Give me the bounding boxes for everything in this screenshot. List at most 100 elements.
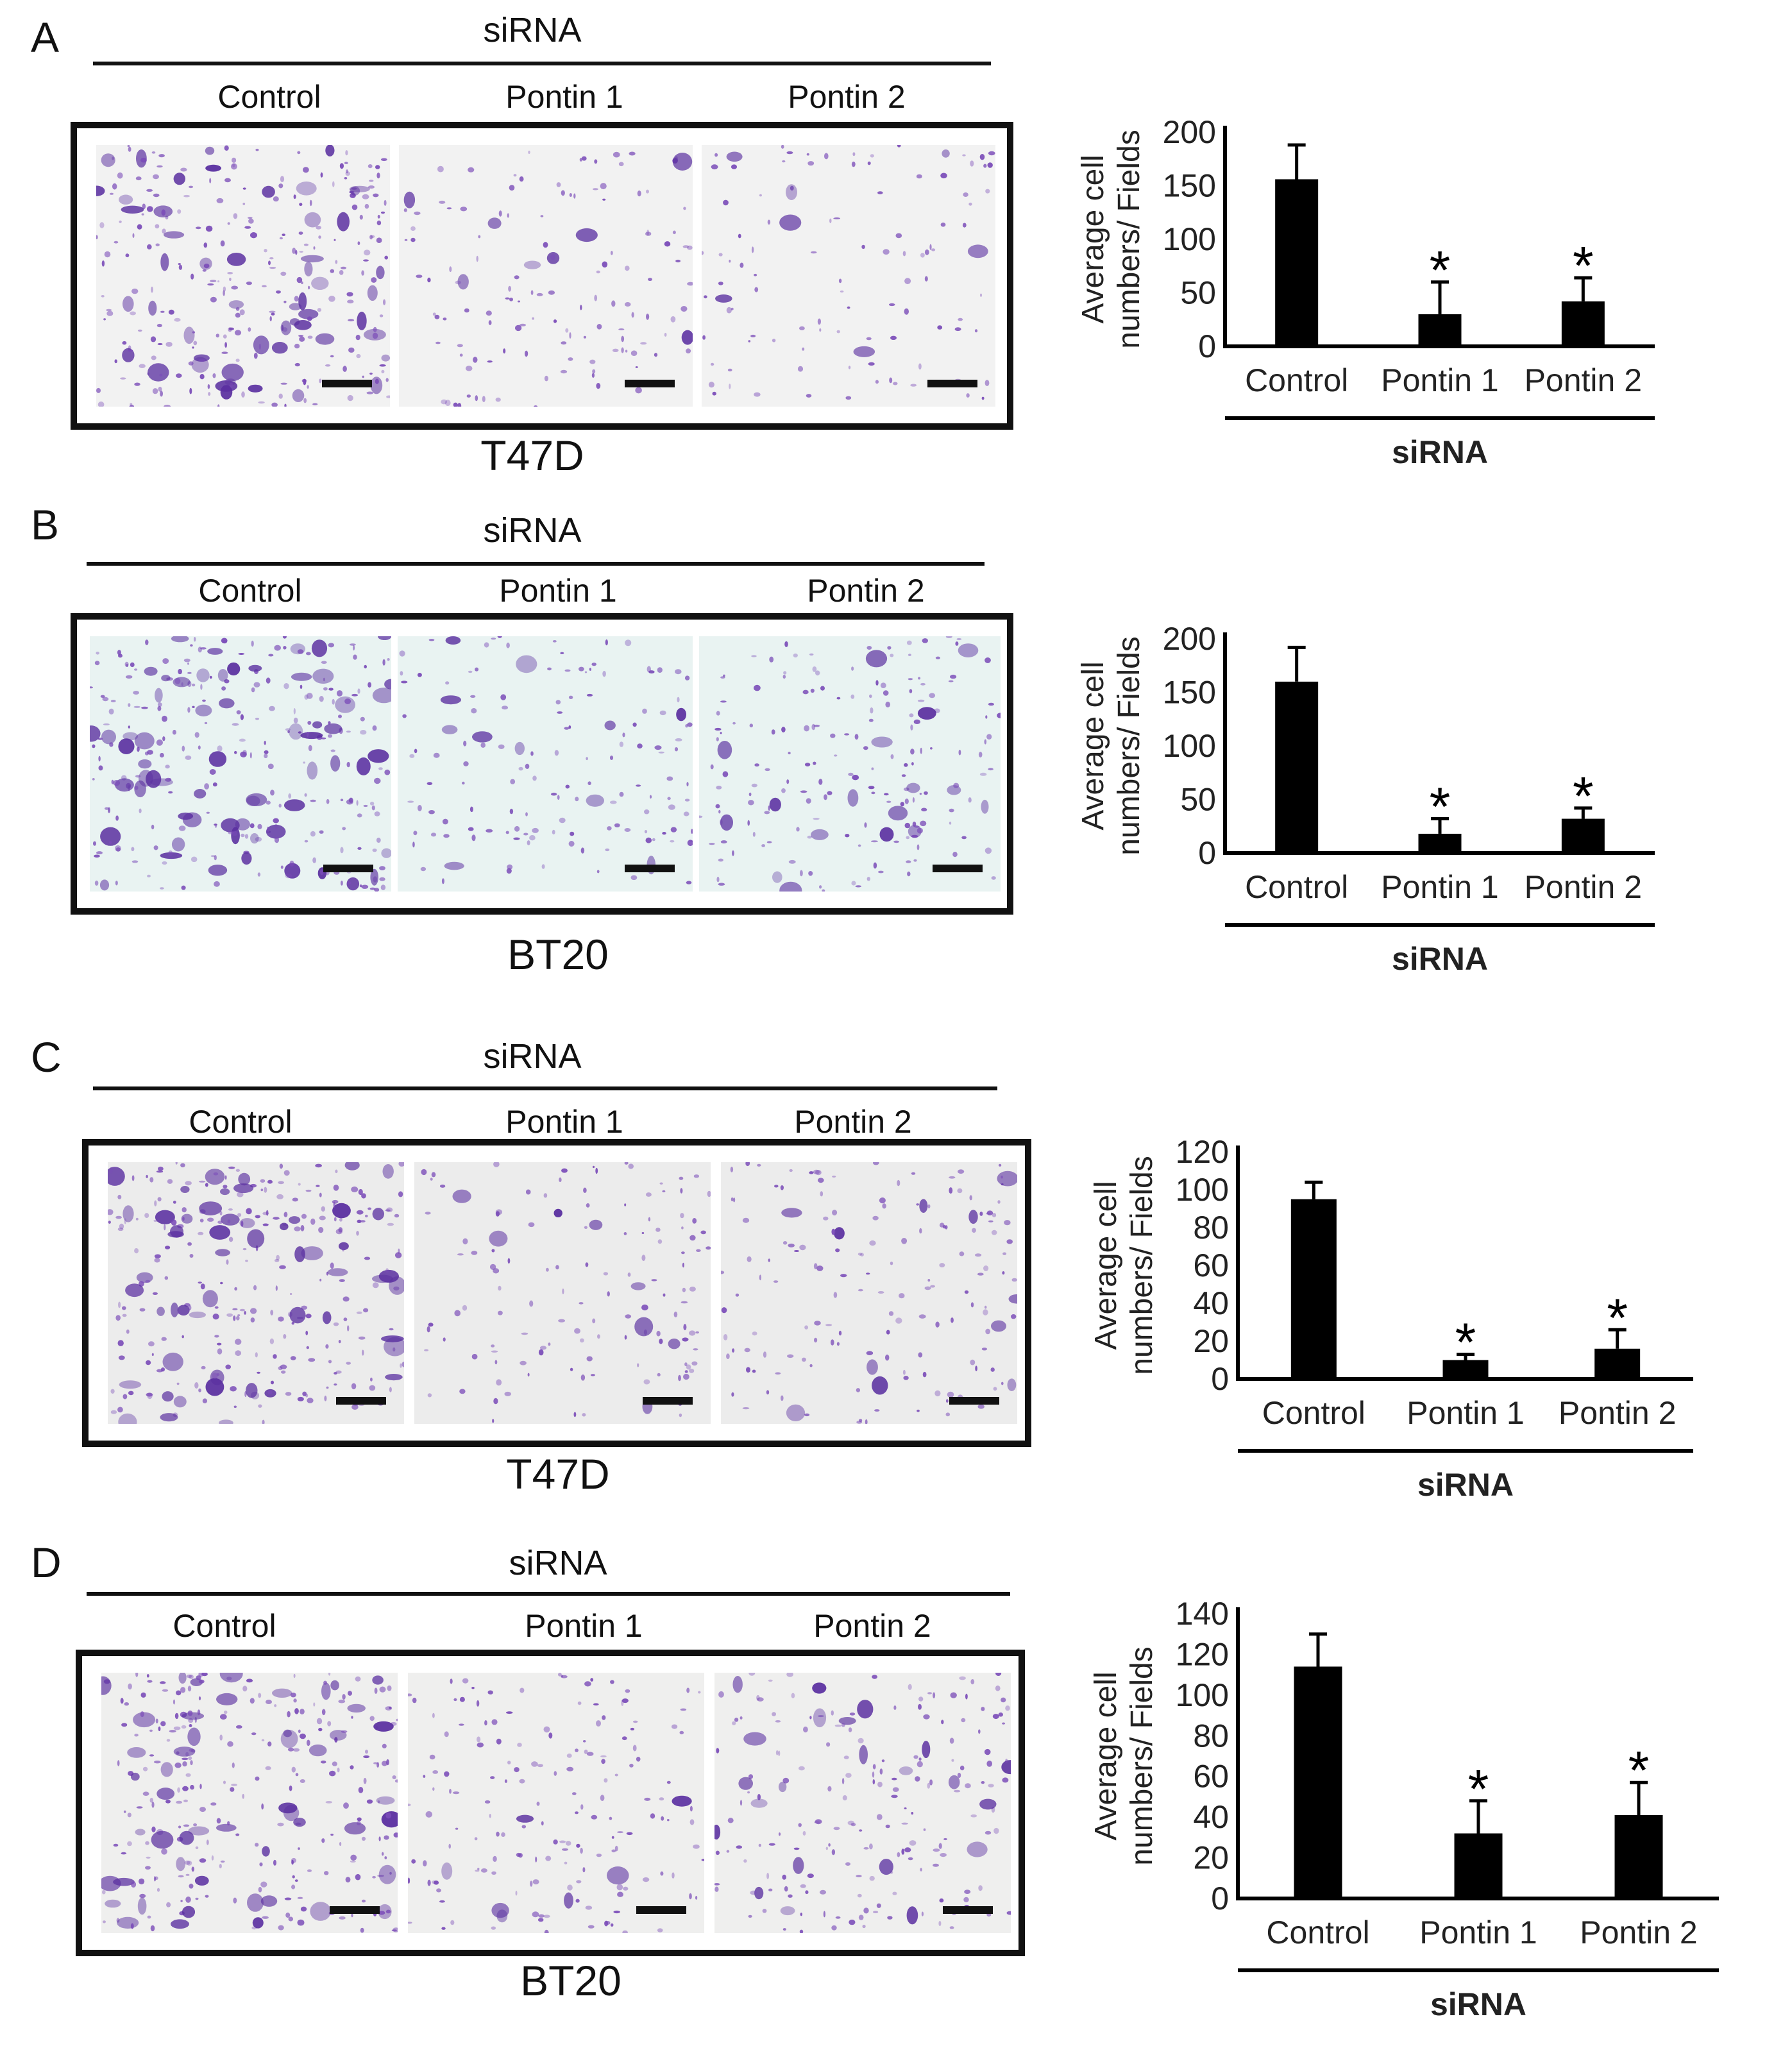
stained-cell — [814, 1821, 820, 1823]
stained-cell — [212, 373, 216, 378]
stained-cell — [113, 780, 121, 786]
stained-cell — [223, 334, 227, 339]
stained-cell — [732, 1721, 736, 1725]
stained-cell — [115, 1315, 121, 1321]
stained-cell — [131, 1881, 137, 1888]
stained-cell — [250, 833, 259, 844]
stained-cell — [255, 1215, 261, 1219]
stained-cell — [449, 266, 452, 273]
stained-cells — [399, 636, 693, 884]
stained-cell — [904, 1847, 911, 1853]
stained-cell — [508, 285, 511, 292]
stained-cell — [783, 671, 787, 675]
stained-cell — [346, 292, 353, 297]
stained-cell — [187, 1710, 193, 1716]
stained-cell — [346, 881, 351, 884]
stained-cell — [607, 826, 612, 831]
stained-cell — [562, 1848, 568, 1851]
stained-cell — [244, 1311, 246, 1315]
stained-cell — [346, 731, 351, 733]
stained-cell — [340, 799, 344, 802]
stained-cell — [802, 1830, 806, 1836]
stained-cell — [173, 1396, 187, 1408]
stained-cell — [940, 173, 947, 179]
stained-cell — [418, 805, 422, 811]
stained-cell — [261, 1739, 265, 1741]
stained-cell — [238, 1172, 251, 1186]
stained-cell — [176, 1382, 180, 1385]
stained-cell — [102, 1890, 106, 1895]
stained-cell — [355, 1873, 361, 1881]
stained-cell — [180, 167, 187, 172]
stained-cell — [133, 706, 140, 708]
stained-cell — [624, 1162, 629, 1165]
stained-cell — [530, 751, 534, 756]
stained-cell — [516, 1852, 521, 1857]
x-tick-label: Control — [1245, 869, 1348, 905]
stained-cell — [893, 840, 899, 843]
stained-cell — [940, 223, 946, 227]
stained-cell — [768, 805, 770, 811]
stained-cell — [922, 638, 928, 643]
stained-cell — [490, 1776, 495, 1779]
stained-cell — [748, 1774, 754, 1779]
stained-cell — [811, 723, 816, 731]
stained-cell — [553, 1839, 558, 1845]
stained-cell — [536, 292, 543, 296]
y-tick-label: 80 — [1193, 1210, 1229, 1246]
stained-cell — [381, 848, 391, 858]
stained-cell — [657, 1928, 663, 1932]
stained-cell — [496, 1831, 500, 1837]
stained-cell — [303, 167, 309, 173]
stained-cell — [253, 682, 260, 688]
stained-cell — [400, 1363, 402, 1368]
stained-cell — [757, 1794, 761, 1800]
stained-cell — [747, 1256, 752, 1262]
stained-cell — [412, 1697, 417, 1704]
stained-cell — [509, 298, 513, 301]
stained-cell — [108, 1167, 125, 1186]
stained-cell — [463, 740, 467, 747]
x-tick-label: Pontin 2 — [1525, 869, 1642, 905]
stained-cell — [345, 171, 350, 176]
stained-cell — [780, 1185, 784, 1190]
y-axis-label: Average cell — [1076, 155, 1110, 323]
stained-cell — [498, 744, 505, 749]
stained-cell — [493, 1398, 498, 1405]
stained-cell — [357, 311, 367, 330]
stained-cell — [189, 185, 194, 189]
stained-cell — [211, 1855, 214, 1861]
significance-marker: * — [1468, 1759, 1489, 1819]
stained-cell — [1011, 1314, 1017, 1319]
stained-cell — [295, 1773, 299, 1777]
stained-cell — [90, 686, 93, 689]
stained-cell — [275, 824, 278, 830]
stained-cell — [868, 786, 875, 790]
stained-cell — [662, 832, 666, 835]
stained-cell — [804, 1325, 808, 1330]
stained-cell — [927, 1204, 931, 1209]
stained-cell — [731, 1392, 734, 1397]
stained-cell — [162, 861, 167, 865]
stained-cell — [151, 824, 155, 830]
stained-cell — [119, 1380, 142, 1389]
stained-cell — [723, 674, 725, 677]
stained-cell — [297, 1919, 305, 1926]
stained-cell — [247, 1893, 264, 1912]
bar — [1594, 1348, 1641, 1379]
stained-cell — [630, 350, 638, 356]
stained-cell — [667, 1819, 670, 1822]
stained-cell — [141, 706, 148, 709]
stained-cell — [128, 725, 130, 729]
stained-cell — [623, 1232, 627, 1235]
stained-cell — [394, 1213, 400, 1218]
stained-cell — [708, 382, 714, 388]
stained-cell — [781, 1395, 784, 1401]
stained-cell — [217, 1342, 222, 1346]
stained-cell — [891, 1795, 898, 1798]
stained-cell — [341, 881, 343, 886]
stained-cell — [726, 151, 743, 162]
stained-cell — [689, 1893, 692, 1900]
stained-cell — [154, 1254, 161, 1258]
stained-cell — [335, 260, 338, 264]
